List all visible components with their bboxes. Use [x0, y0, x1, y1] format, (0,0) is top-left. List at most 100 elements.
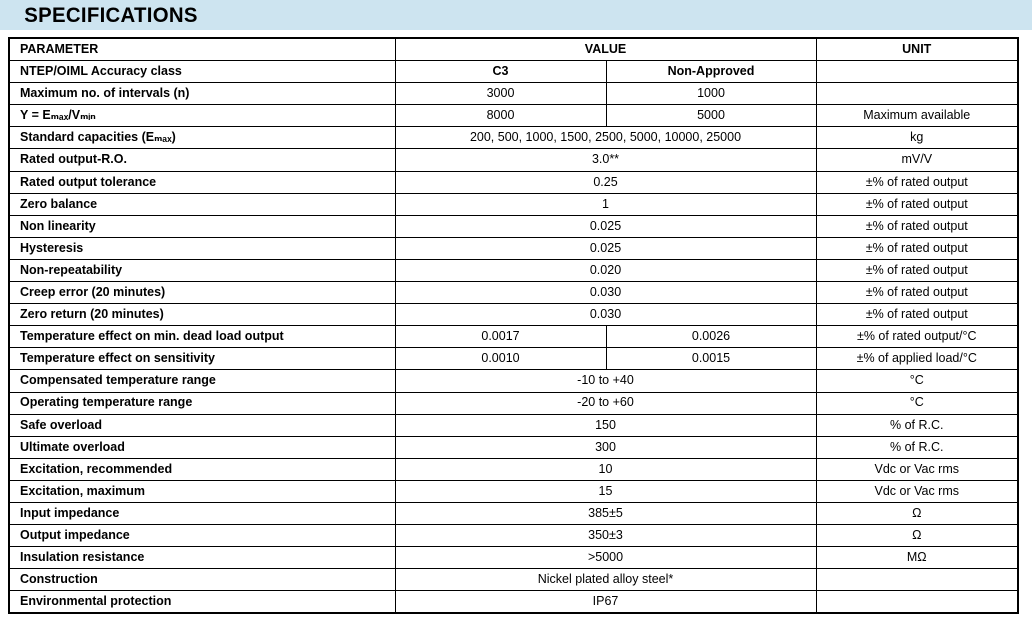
unit-cell: ±% of rated output [815, 170, 1019, 194]
parameter-cell: Zero balance [8, 192, 396, 216]
unit-cell: ±% of rated output/°C [815, 325, 1019, 349]
table-row: Temperature effect on sensitivity 0.0010 0… [8, 347, 1019, 371]
unit-cell: mV/V [815, 148, 1019, 172]
specifications-table: PARAMETER VALUE UNIT NTEP/OIML Accuracy … [8, 37, 1019, 615]
value-cell: 350±3 [394, 524, 817, 548]
value-cell: 0.020 [394, 258, 817, 283]
value-cell: 0.25 [394, 170, 817, 194]
table-row: Non-repeatability 0.020 ±% of rated output [8, 258, 1019, 283]
parameter-cell: Y = Eₘₐₓ/Vₘᵢₙ [8, 104, 396, 128]
unit-cell [815, 568, 1019, 592]
table-row: Environmental protection IP67 [8, 590, 1019, 614]
value-cell: IP67 [394, 590, 817, 614]
unit-cell: % of R.C. [815, 413, 1019, 437]
unit-cell: % of R.C. [815, 435, 1019, 459]
column-header-unit: UNIT [815, 37, 1019, 62]
value-cell: Nickel plated alloy steel* [394, 568, 817, 592]
parameter-cell: Ultimate overload [8, 435, 396, 459]
table-row: Non linearity 0.025 ±% of rated output [8, 214, 1019, 238]
table-row: Standard capacities (Eₘₐₓ) 200, 500, 1000… [8, 126, 1019, 150]
table-row: Rated output-R.O. 3.0** mV/V [8, 148, 1019, 172]
table-row: Operating temperature range -20 to +60 °C [8, 391, 1019, 415]
table-row: Input impedance 385±5 Ω [8, 501, 1019, 526]
parameter-cell: Non-repeatability [8, 258, 396, 283]
parameter-cell: Temperature effect on sensitivity [8, 347, 396, 371]
unit-cell: Vdc or Vac rms [815, 479, 1019, 503]
value-cell: 300 [394, 435, 817, 459]
table-row: Output impedance 350±3 Ω [8, 524, 1019, 548]
table-row: Excitation, maximum 15 Vdc or Vac rms [8, 479, 1019, 503]
unit-cell: Maximum available [815, 104, 1019, 128]
parameter-cell: Construction [8, 568, 396, 592]
table-row: Maximum no. of intervals (n) 3000 1000 [8, 82, 1019, 106]
value-cell: Non-Approved [605, 60, 817, 84]
unit-cell: ±% of applied load/°C [815, 347, 1019, 371]
table-row: Temperature effect on min. dead load out… [8, 325, 1019, 349]
value-cell: 0.030 [394, 281, 817, 305]
parameter-cell: Input impedance [8, 501, 396, 526]
parameter-cell: Insulation resistance [8, 546, 396, 570]
table-header-row: PARAMETER VALUE UNIT [8, 37, 1019, 62]
unit-cell: Ω [815, 524, 1019, 548]
table-row: Y = Eₘₐₓ/Vₘᵢₙ 8000 5000 Maximum available [8, 104, 1019, 128]
parameter-cell: Rated output-R.O. [8, 148, 396, 172]
unit-cell: ±% of rated output [815, 236, 1019, 260]
value-cell: 1 [394, 192, 817, 216]
parameter-cell: Safe overload [8, 413, 396, 437]
table-row: Compensated temperature range -10 to +40 °… [8, 369, 1019, 393]
parameter-cell: Non linearity [8, 214, 396, 238]
table-row: Rated output tolerance 0.25 ±% of rated ou… [8, 170, 1019, 194]
value-cell: 150 [394, 413, 817, 437]
unit-cell: Ω [815, 501, 1019, 526]
value-cell: 3.0** [394, 148, 817, 172]
parameter-cell: Zero return (20 minutes) [8, 303, 396, 327]
value-cell: 8000 [394, 104, 607, 128]
table-row: Zero balance 1 ±% of rated output [8, 192, 1019, 216]
parameter-cell: Excitation, recommended [8, 457, 396, 481]
parameter-cell: Creep error (20 minutes) [8, 281, 396, 305]
value-cell: 1000 [605, 82, 817, 106]
section-header-bar: SPECIFICATIONS [0, 0, 1032, 30]
unit-cell: kg [815, 126, 1019, 150]
table-row: Insulation resistance >5000 MΩ [8, 546, 1019, 570]
value-cell: -20 to +60 [394, 391, 817, 415]
value-cell: 0.0026 [605, 325, 817, 349]
value-cell: 0.030 [394, 303, 817, 327]
parameter-cell: Environmental protection [8, 590, 396, 614]
table-row: Excitation, recommended 10 Vdc or Vac rms [8, 457, 1019, 481]
unit-cell: Vdc or Vac rms [815, 457, 1019, 481]
parameter-cell: Operating temperature range [8, 391, 396, 415]
table-row: NTEP/OIML Accuracy class C3 Non-Approved [8, 60, 1019, 84]
value-cell: 0.0015 [605, 347, 817, 371]
unit-cell [815, 60, 1019, 84]
unit-cell: MΩ [815, 546, 1019, 570]
table-row: Creep error (20 minutes) 0.030 ±% of rated… [8, 281, 1019, 305]
value-cell: 0.025 [394, 236, 817, 260]
value-cell: -10 to +40 [394, 369, 817, 393]
value-cell: 15 [394, 479, 817, 503]
value-cell: 10 [394, 457, 817, 481]
value-cell: 385±5 [394, 501, 817, 526]
unit-cell [815, 590, 1019, 614]
parameter-cell: NTEP/OIML Accuracy class [8, 60, 396, 84]
table-row: Ultimate overload 300% of R.C. [8, 435, 1019, 459]
parameter-cell: Standard capacities (Eₘₐₓ) [8, 126, 396, 150]
parameter-cell: Rated output tolerance [8, 170, 396, 194]
unit-cell: °C [815, 391, 1019, 415]
value-cell: >5000 [394, 546, 817, 570]
value-cell: 3000 [394, 82, 607, 106]
specifications-table-body: NTEP/OIML Accuracy class C3 Non-Approved Ma… [8, 60, 1019, 614]
unit-cell: ±% of rated output [815, 192, 1019, 216]
column-header-parameter: PARAMETER [8, 37, 396, 62]
table-row: Construction Nickel plated alloy steel* [8, 568, 1019, 592]
unit-cell [815, 82, 1019, 106]
value-cell: 5000 [605, 104, 817, 128]
unit-cell: ±% of rated output [815, 303, 1019, 327]
table-row: Zero return (20 minutes) 0.030 ±% of rated… [8, 303, 1019, 327]
parameter-cell: Output impedance [8, 524, 396, 548]
parameter-cell: Compensated temperature range [8, 369, 396, 393]
unit-cell: ±% of rated output [815, 258, 1019, 283]
parameter-cell: Maximum no. of intervals (n) [8, 82, 396, 106]
value-cell: 0.0010 [394, 347, 607, 371]
value-cell: 0.025 [394, 214, 817, 238]
